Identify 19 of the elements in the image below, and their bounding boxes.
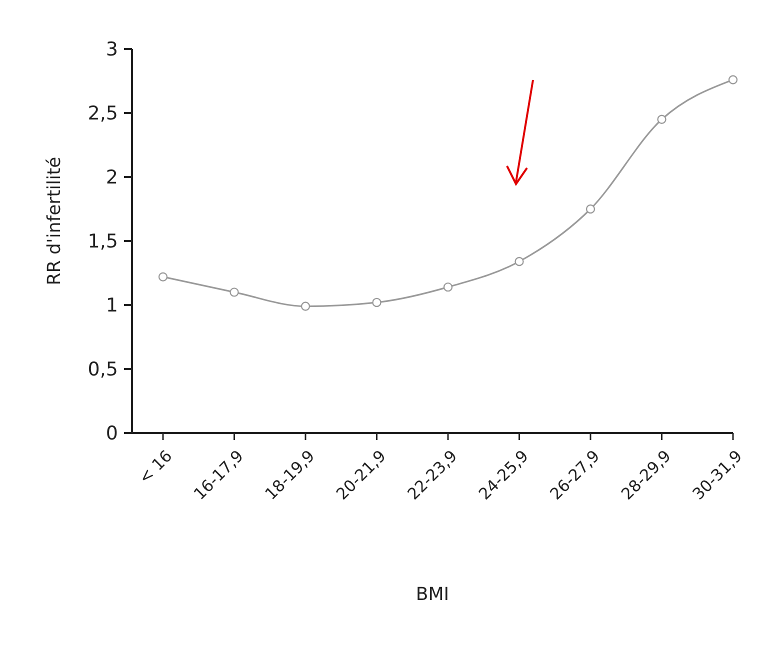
y-axis-title: RR d'infertilité: [44, 156, 65, 286]
point: [728, 75, 738, 84]
x-axis-title: BMI: [416, 584, 450, 605]
point: [372, 298, 382, 308]
point: [300, 302, 310, 311]
y-tick-label: 1: [106, 294, 118, 317]
point: [443, 282, 453, 292]
point: [657, 114, 666, 124]
point: [158, 272, 168, 282]
x-tick-label: < 16: [134, 446, 176, 488]
y-tick-label: 2,5: [88, 102, 118, 125]
y-tick-label: 1,5: [88, 230, 118, 253]
y-tick-label: 0,5: [88, 358, 118, 381]
y-tick-label: 2: [106, 166, 118, 189]
y-tick-label: 3: [106, 38, 118, 61]
y-tick-label: 0: [106, 422, 118, 445]
point: [514, 256, 524, 266]
point: [586, 204, 596, 214]
point: [230, 288, 239, 297]
